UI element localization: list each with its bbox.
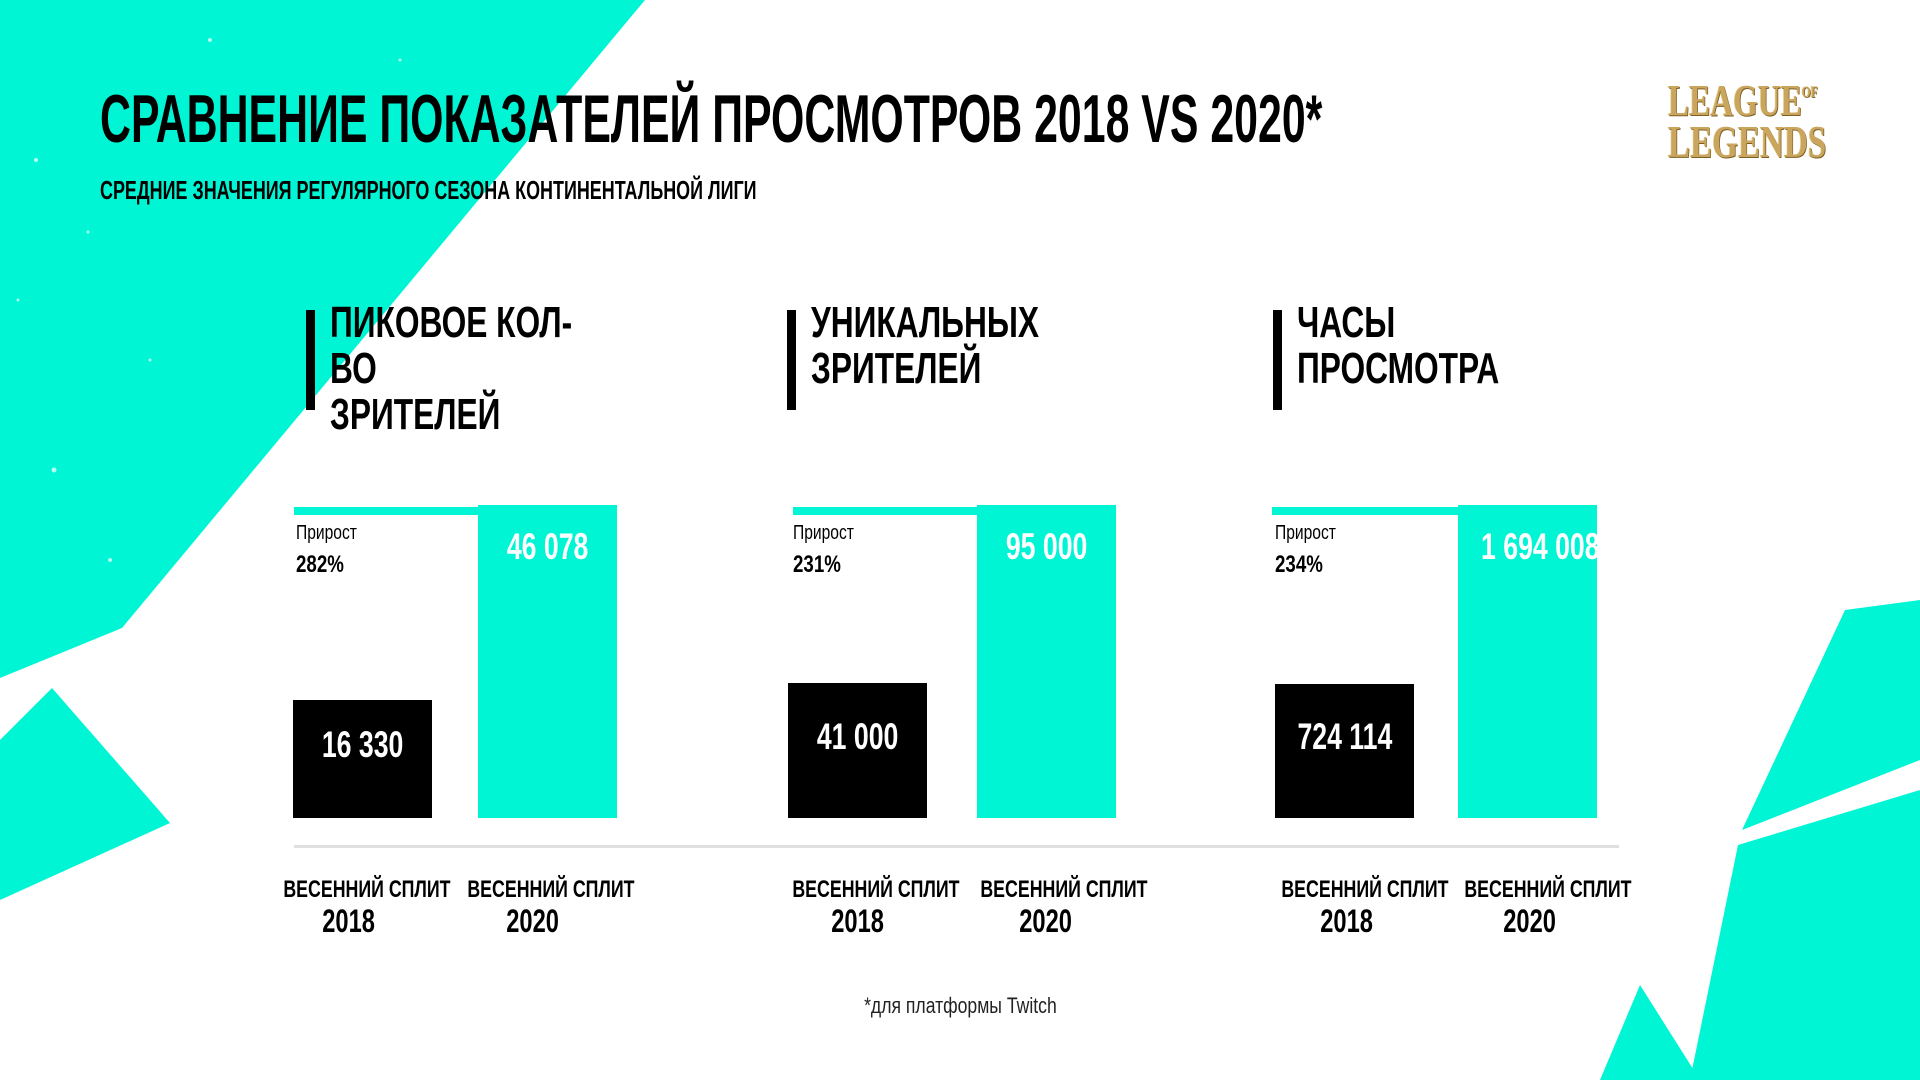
- growth-bracket-line: [793, 507, 1115, 515]
- bar-2018: 16 330: [293, 700, 432, 818]
- category-label-2020: ВЕСЕННИЙ СПЛИТ 2020: [1464, 876, 1632, 939]
- metric-title: УНИКАЛЬНЫХ ЗРИТЕЛЕЙ: [811, 300, 1085, 392]
- value-label-2020: 1 694 008: [1481, 526, 1600, 567]
- growth-bracket-line: [1272, 507, 1594, 515]
- value-label-2018: 724 114: [1297, 716, 1392, 757]
- growth-value: 231%: [793, 551, 841, 578]
- metric-title: ЧАСЫ ПРОСМОТРА: [1297, 300, 1571, 392]
- category-label-2018: ВЕСЕННИЙ СПЛИТ 2018: [1281, 876, 1449, 939]
- chart-unique-viewers: УНИКАЛЬНЫХ ЗРИТЕЛЕЙ Прирост 231% 41 000 …: [787, 300, 1247, 960]
- bar-2020: 95 000: [977, 505, 1116, 818]
- bar-2020: 46 078: [478, 505, 617, 818]
- value-label-2020: 95 000: [1005, 526, 1088, 567]
- footnote: *для платформы Twitch: [863, 993, 1057, 1018]
- metric-title-line: ПРОСМОТРА: [1297, 344, 1500, 393]
- metric-title-line: УНИКАЛЬНЫХ: [811, 298, 1039, 347]
- metric-title-line: ПИКОВОЕ КОЛ-ВО: [330, 298, 573, 393]
- bar-2018: 41 000: [788, 683, 927, 818]
- chart-peak-viewers: ПИКОВОЕ КОЛ-ВО ЗРИТЕЛЕЙ Прирост 282% 16 …: [283, 300, 766, 960]
- metric-title-line: ЗРИТЕЛЕЙ: [330, 390, 501, 439]
- growth-bracket-line: [294, 507, 616, 515]
- growth-label: Прирост: [1275, 522, 1336, 544]
- growth-value: 234%: [1275, 551, 1323, 578]
- metric-title: ПИКОВОЕ КОЛ-ВО ЗРИТЕЛЕЙ: [330, 300, 604, 438]
- category-label-2020: ВЕСЕННИЙ СПЛИТ 2020: [467, 876, 635, 939]
- growth-label: Прирост: [793, 522, 854, 544]
- category-label-2018: ВЕСЕННИЙ СПЛИТ 2018: [283, 876, 451, 939]
- metric-title-line: ЗРИТЕЛЕЙ: [811, 344, 982, 393]
- value-label-2018: 41 000: [816, 716, 899, 757]
- metric-title-marker: [1273, 310, 1282, 410]
- value-label-2018: 16 330: [321, 724, 404, 765]
- growth-value: 282%: [296, 551, 344, 578]
- category-label-2018: ВЕСЕННИЙ СПЛИТ 2018: [792, 876, 960, 939]
- page-title: СРАВНЕНИЕ ПОКАЗАТЕЛЕЙ ПРОСМОТРОВ 2018 VS…: [100, 81, 1323, 157]
- chart-watch-hours: ЧАСЫ ПРОСМОТРА Прирост 234% 724 114 1 69…: [1272, 300, 1733, 960]
- chart-baseline: [294, 845, 1619, 848]
- metric-title-marker: [787, 310, 796, 410]
- page-subtitle: СРЕДНИЕ ЗНАЧЕНИЯ РЕГУЛЯРНОГО СЕЗОНА КОНТ…: [100, 175, 757, 205]
- metric-title-marker: [306, 310, 315, 410]
- bar-2018: 724 114: [1275, 684, 1414, 818]
- league-of-legends-logo: LEAGUEOF LEGENDS: [1668, 76, 1827, 167]
- metric-title-line: ЧАСЫ: [1297, 298, 1396, 347]
- value-label-2020: 46 078: [506, 526, 589, 567]
- category-label-2020: ВЕСЕННИЙ СПЛИТ 2020: [980, 876, 1148, 939]
- bar-2020: 1 694 008: [1458, 505, 1600, 818]
- growth-label: Прирост: [296, 522, 357, 544]
